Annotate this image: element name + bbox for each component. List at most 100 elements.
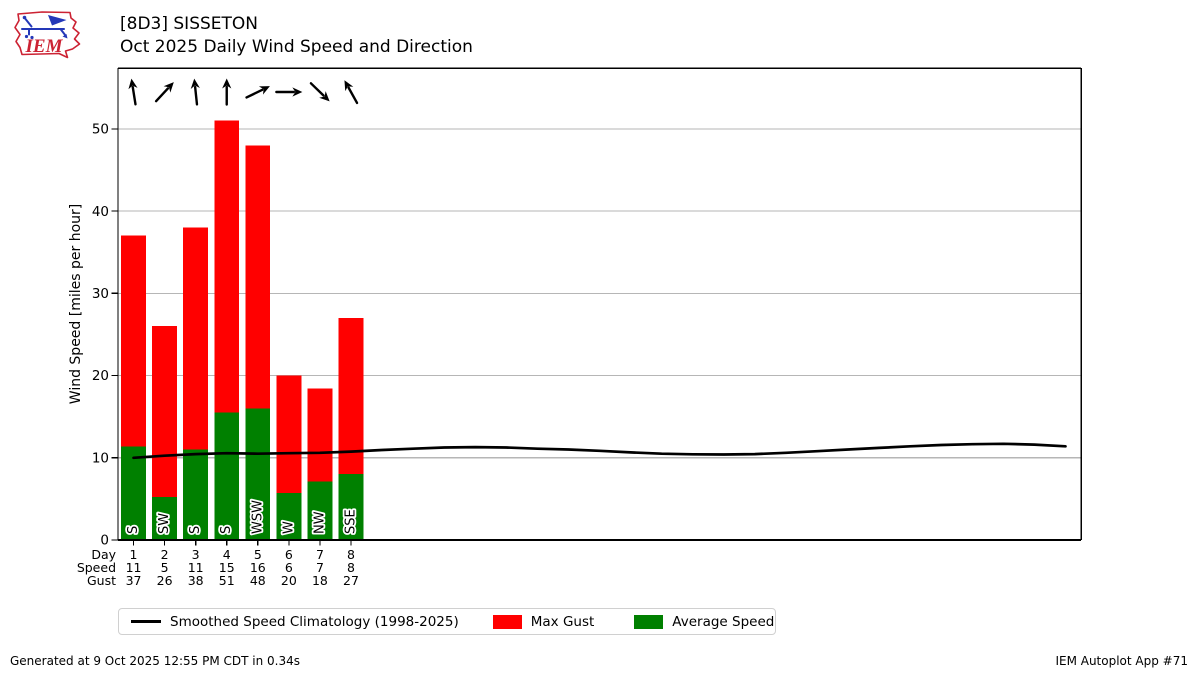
iem-logo-text: IEM bbox=[25, 36, 64, 57]
wind-arrow-head bbox=[258, 86, 270, 95]
chart-legend: Smoothed Speed Climatology (1998-2025) M… bbox=[118, 608, 776, 635]
legend-label-max-gust: Max Gust bbox=[530, 613, 595, 630]
legend-item-max-gust: Max Gust bbox=[492, 613, 595, 630]
gust-value-day-7: 18 bbox=[312, 573, 328, 588]
wind-arrow-shaft bbox=[131, 85, 137, 106]
title-block: [8D3] SISSETON Oct 2025 Daily Wind Speed… bbox=[120, 13, 473, 59]
avg-speed-bar-day-7 bbox=[307, 481, 333, 540]
climatology-line bbox=[132, 442, 1067, 460]
wind-arrow-shaft bbox=[193, 85, 199, 106]
wind-arrow-shaft bbox=[154, 87, 170, 103]
avg-speed-bar-day-8 bbox=[338, 474, 364, 540]
max-gust-swatch bbox=[492, 614, 522, 629]
gust-row-label: Gust bbox=[87, 573, 116, 588]
wind-arrow-shaft bbox=[347, 86, 359, 105]
wind-arrow-shaft bbox=[309, 82, 325, 97]
speed-value-day-1: 11 bbox=[126, 560, 142, 575]
gust-value-day-4: 51 bbox=[219, 573, 235, 588]
wind-arrow-head bbox=[344, 80, 354, 92]
direction-label-day-5: WSW bbox=[250, 500, 265, 534]
wind-arrow-head bbox=[319, 91, 330, 102]
speed-row-label: Speed bbox=[77, 560, 116, 575]
max-gust-bar-day-6 bbox=[276, 375, 302, 494]
day-value-day-1: 1 bbox=[130, 547, 138, 562]
avg-speed-bar-day-6 bbox=[276, 493, 302, 540]
station-title: [8D3] SISSETON bbox=[120, 14, 259, 34]
wind-arrow-head bbox=[163, 82, 174, 93]
average-speed-swatch bbox=[634, 614, 664, 629]
avg-speed-bar-day-5 bbox=[245, 408, 271, 540]
max-gust-bar-day-2 bbox=[152, 326, 178, 498]
max-gust-bar-day-4 bbox=[214, 120, 240, 413]
max-gust-bar-day-3 bbox=[183, 227, 209, 450]
speed-value-day-8: 8 bbox=[347, 560, 355, 575]
day-value-day-7: 7 bbox=[316, 547, 324, 562]
climatology-line-swatch bbox=[131, 620, 161, 623]
wind-arrow-head bbox=[222, 78, 232, 89]
avg-speed-bar-day-3 bbox=[183, 449, 209, 540]
direction-label-day-3: S bbox=[188, 526, 203, 534]
max-gust-bar-day-7 bbox=[307, 388, 333, 482]
iowa-outline bbox=[14, 11, 81, 59]
avg-speed-bar-day-4 bbox=[214, 412, 240, 540]
max-gust-bar-day-1 bbox=[121, 235, 146, 447]
wind-arrow-day-3 bbox=[190, 78, 200, 106]
day-value-day-5: 5 bbox=[254, 547, 262, 562]
day-value-day-4: 4 bbox=[223, 547, 231, 562]
wind-arrow-head bbox=[190, 78, 200, 90]
ytick-label-0: 0 bbox=[100, 533, 109, 549]
day-value-day-6: 6 bbox=[285, 547, 293, 562]
speed-value-day-2: 5 bbox=[161, 560, 169, 575]
direction-label-day-6: W bbox=[281, 521, 296, 534]
gust-value-day-2: 26 bbox=[157, 573, 173, 588]
day-value-day-8: 8 bbox=[347, 547, 355, 562]
iem-logo: IEM bbox=[8, 5, 82, 61]
avg-speed-bar-day-2 bbox=[152, 497, 178, 540]
direction-label-day-2: SW bbox=[157, 513, 172, 534]
day-row-label: Day bbox=[91, 547, 116, 562]
ytick-label-20: 20 bbox=[92, 368, 109, 384]
wind-arrow-head bbox=[292, 87, 303, 97]
direction-label-day-4: S bbox=[219, 526, 234, 534]
app-credit: IEM Autoplot App #71 bbox=[1055, 654, 1188, 668]
ytick-label-40: 40 bbox=[92, 204, 109, 220]
direction-label-day-8: SSE bbox=[343, 509, 358, 534]
gust-value-day-5: 48 bbox=[250, 573, 266, 588]
direction-label-day-7: NW bbox=[312, 511, 327, 534]
speed-value-day-5: 16 bbox=[250, 560, 266, 575]
iem-logo-vane bbox=[21, 15, 68, 40]
wind-arrow-head bbox=[128, 78, 138, 90]
gust-value-day-1: 37 bbox=[126, 573, 142, 588]
max-gust-bar-day-5 bbox=[245, 145, 271, 409]
legend-label-climatology: Smoothed Speed Climatology (1998-2025) bbox=[170, 613, 459, 630]
wind-arrow-day-8 bbox=[344, 80, 359, 105]
chart-subtitle: Oct 2025 Daily Wind Speed and Direction bbox=[120, 37, 473, 57]
wind-arrow-day-1 bbox=[128, 78, 138, 106]
day-value-day-2: 2 bbox=[161, 547, 169, 562]
direction-label-day-1: S bbox=[126, 526, 141, 534]
generated-timestamp: Generated at 9 Oct 2025 12:55 PM CDT in … bbox=[10, 654, 301, 668]
ytick-label-10: 10 bbox=[92, 450, 109, 466]
speed-value-day-4: 15 bbox=[219, 560, 235, 575]
wind-arrow-day-6 bbox=[275, 87, 303, 97]
wind-arrow-day-4 bbox=[222, 78, 232, 106]
iem-logo-graphic: IEM bbox=[14, 11, 81, 59]
avg-speed-bar-day-1 bbox=[121, 446, 146, 540]
speed-value-day-7: 7 bbox=[316, 560, 324, 575]
legend-item-average-speed: Average Speed bbox=[634, 614, 774, 630]
gust-value-day-8: 27 bbox=[343, 573, 359, 588]
day-value-day-3: 3 bbox=[192, 547, 200, 562]
legend-label-average-speed: Average Speed bbox=[672, 613, 775, 630]
ytick-label-30: 30 bbox=[92, 286, 109, 302]
wind-arrow-day-5 bbox=[245, 86, 270, 99]
gust-value-day-3: 38 bbox=[188, 573, 204, 588]
gust-value-day-6: 20 bbox=[281, 573, 297, 588]
legend-item-climatology: Smoothed Speed Climatology (1998-2025) bbox=[131, 614, 459, 630]
ytick-label-50: 50 bbox=[92, 122, 109, 138]
y-axis-label: Wind Speed [miles per hour] bbox=[68, 204, 84, 404]
wind-arrow-shaft bbox=[245, 88, 264, 99]
wind-arrow-day-2 bbox=[154, 82, 174, 103]
speed-value-day-3: 11 bbox=[188, 560, 204, 575]
